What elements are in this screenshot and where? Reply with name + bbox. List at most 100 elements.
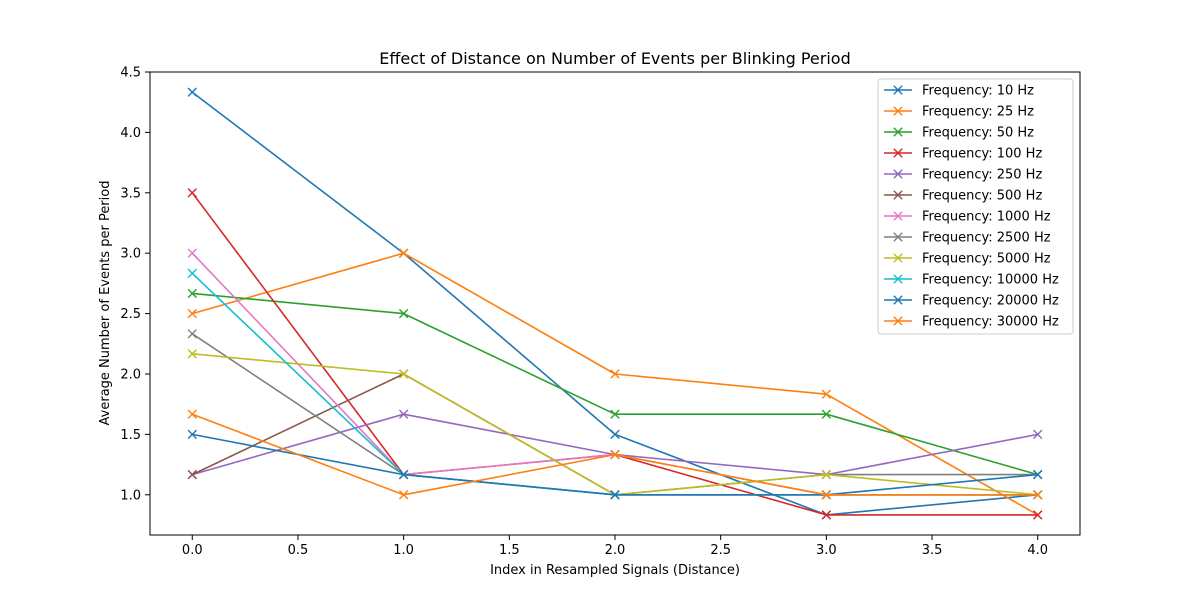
series-9 (187, 349, 1043, 500)
axes: 0.0 0.5 1.0 1.5 2.0 2.5 3.0 3.5 4.0 1.0 1.5 2.0 2.5 3… (120, 66, 1081, 558)
y-tick-label: 2.5 (120, 307, 141, 322)
data-point-marker (398, 248, 409, 258)
data-point-marker (1033, 429, 1043, 440)
y-tick-label: 1.0 (120, 488, 141, 503)
series-11 (187, 429, 1043, 500)
data-point-marker (821, 490, 832, 500)
x-axis-label: Index in Resampled Signals (Distance) (490, 563, 740, 578)
legend-item: Frequency: 100 Hz (884, 147, 1042, 162)
legend-item: Frequency: 50 Hz (884, 126, 1034, 141)
data-point-marker (1033, 490, 1043, 500)
data-point-marker (821, 409, 832, 419)
data-point-marker (610, 449, 620, 460)
y-tick-label: 1.5 (120, 428, 141, 443)
legend-swatch-marker (893, 169, 903, 179)
data-point-marker (821, 510, 832, 520)
legend-label: Frequency: 2500 Hz (922, 231, 1051, 246)
data-point-marker (1033, 469, 1043, 480)
data-point-marker (398, 369, 409, 379)
y-tick-label: 3.0 (120, 247, 141, 262)
data-point-marker (610, 429, 620, 440)
legend-item: Frequency: 5000 Hz (884, 252, 1051, 267)
legend-swatch-marker (893, 148, 903, 158)
legend-item: Frequency: 1000 Hz (884, 210, 1051, 225)
legend-label: Frequency: 30000 Hz (922, 315, 1059, 330)
series-line (192, 433, 1038, 496)
legend-swatch-marker (893, 85, 903, 95)
legend-label: Frequency: 50 Hz (922, 126, 1034, 141)
y-tick-label: 4.0 (120, 126, 141, 141)
data-point-marker (187, 429, 197, 440)
y-axis-label: Average Number of Events per Period (98, 181, 113, 426)
data-point-marker (610, 490, 620, 500)
plot-series (187, 87, 1043, 520)
legend-swatch-marker (893, 211, 903, 221)
legend-swatch-marker (893, 295, 903, 305)
data-point-marker (187, 308, 197, 319)
data-point-marker (187, 349, 197, 359)
data-point-marker (187, 268, 197, 279)
legend-swatch-marker (893, 127, 903, 137)
data-point-marker (187, 188, 197, 198)
legend-swatch-marker (893, 106, 903, 116)
data-point-marker (187, 469, 197, 480)
chart-title-group: Effect of Distance on Number of Events p… (379, 49, 850, 68)
legend-label: Frequency: 10000 Hz (922, 273, 1059, 288)
legend-label: Frequency: 20000 Hz (922, 294, 1059, 309)
data-point-marker (187, 329, 197, 339)
data-point-marker (821, 389, 832, 399)
legend-item: Frequency: 500 Hz (884, 189, 1042, 204)
legend-label: Frequency: 100 Hz (922, 147, 1042, 162)
x-tick-label: 2.5 (710, 543, 731, 558)
data-point-marker (821, 469, 832, 480)
legend-item: Frequency: 20000 Hz (884, 294, 1059, 309)
legend-swatch-marker (893, 190, 903, 200)
legend-swatch-marker (893, 274, 903, 284)
legend-label: Frequency: 1000 Hz (922, 210, 1051, 225)
series-12 (187, 409, 1043, 500)
legend-item: Frequency: 10000 Hz (884, 273, 1059, 288)
x-tick-label: 1.0 (393, 543, 414, 558)
legend-box (877, 78, 1074, 335)
x-tick-label: 1.5 (499, 543, 520, 558)
data-point-marker (398, 490, 409, 500)
legend: Frequency: 10 Hz Frequency: 25 Hz Frequenc… (877, 78, 1074, 335)
x-tick-label: 3.5 (922, 543, 943, 558)
y-tick-label: 3.5 (120, 186, 141, 201)
series-line (192, 413, 1038, 476)
y-tick-label: 4.5 (120, 66, 141, 81)
y-tick-label: 2.0 (120, 367, 141, 382)
data-point-marker (187, 288, 197, 299)
legend-label: Frequency: 250 Hz (922, 168, 1042, 183)
data-point-marker (1033, 510, 1043, 520)
data-point-marker (398, 469, 409, 480)
legend-item: Frequency: 10 Hz (884, 84, 1034, 99)
legend-label: Frequency: 5000 Hz (922, 252, 1051, 267)
data-point-marker (187, 248, 197, 258)
data-point-marker (610, 409, 620, 419)
legend-swatch-marker (893, 316, 903, 326)
x-tick-label: 0.5 (288, 543, 309, 558)
data-point-marker (187, 409, 197, 419)
data-point-marker (610, 369, 620, 379)
data-point-marker (187, 87, 197, 97)
x-tick-label: 4.0 (1027, 543, 1048, 558)
x-tick-label: 3.0 (816, 543, 837, 558)
legend-label: Frequency: 10 Hz (922, 84, 1034, 99)
chart-title: Effect of Distance on Number of Events p… (379, 49, 850, 68)
data-point-marker (398, 308, 409, 319)
legend-label: Frequency: 500 Hz (922, 189, 1042, 204)
axis-labels: Index in Resampled Signals (Distance) Av… (98, 181, 740, 578)
legend-item: Frequency: 2500 Hz (884, 231, 1051, 246)
legend-swatch-marker (893, 232, 903, 242)
legend-swatch-marker (893, 253, 903, 263)
legend-item: Frequency: 250 Hz (884, 168, 1042, 183)
x-tick-label: 0.0 (182, 543, 203, 558)
data-point-marker (398, 409, 409, 419)
legend-item: Frequency: 30000 Hz (884, 315, 1059, 330)
legend-item: Frequency: 25 Hz (884, 105, 1034, 120)
x-tick-label: 2.0 (605, 543, 626, 558)
legend-label: Frequency: 25 Hz (922, 105, 1034, 120)
